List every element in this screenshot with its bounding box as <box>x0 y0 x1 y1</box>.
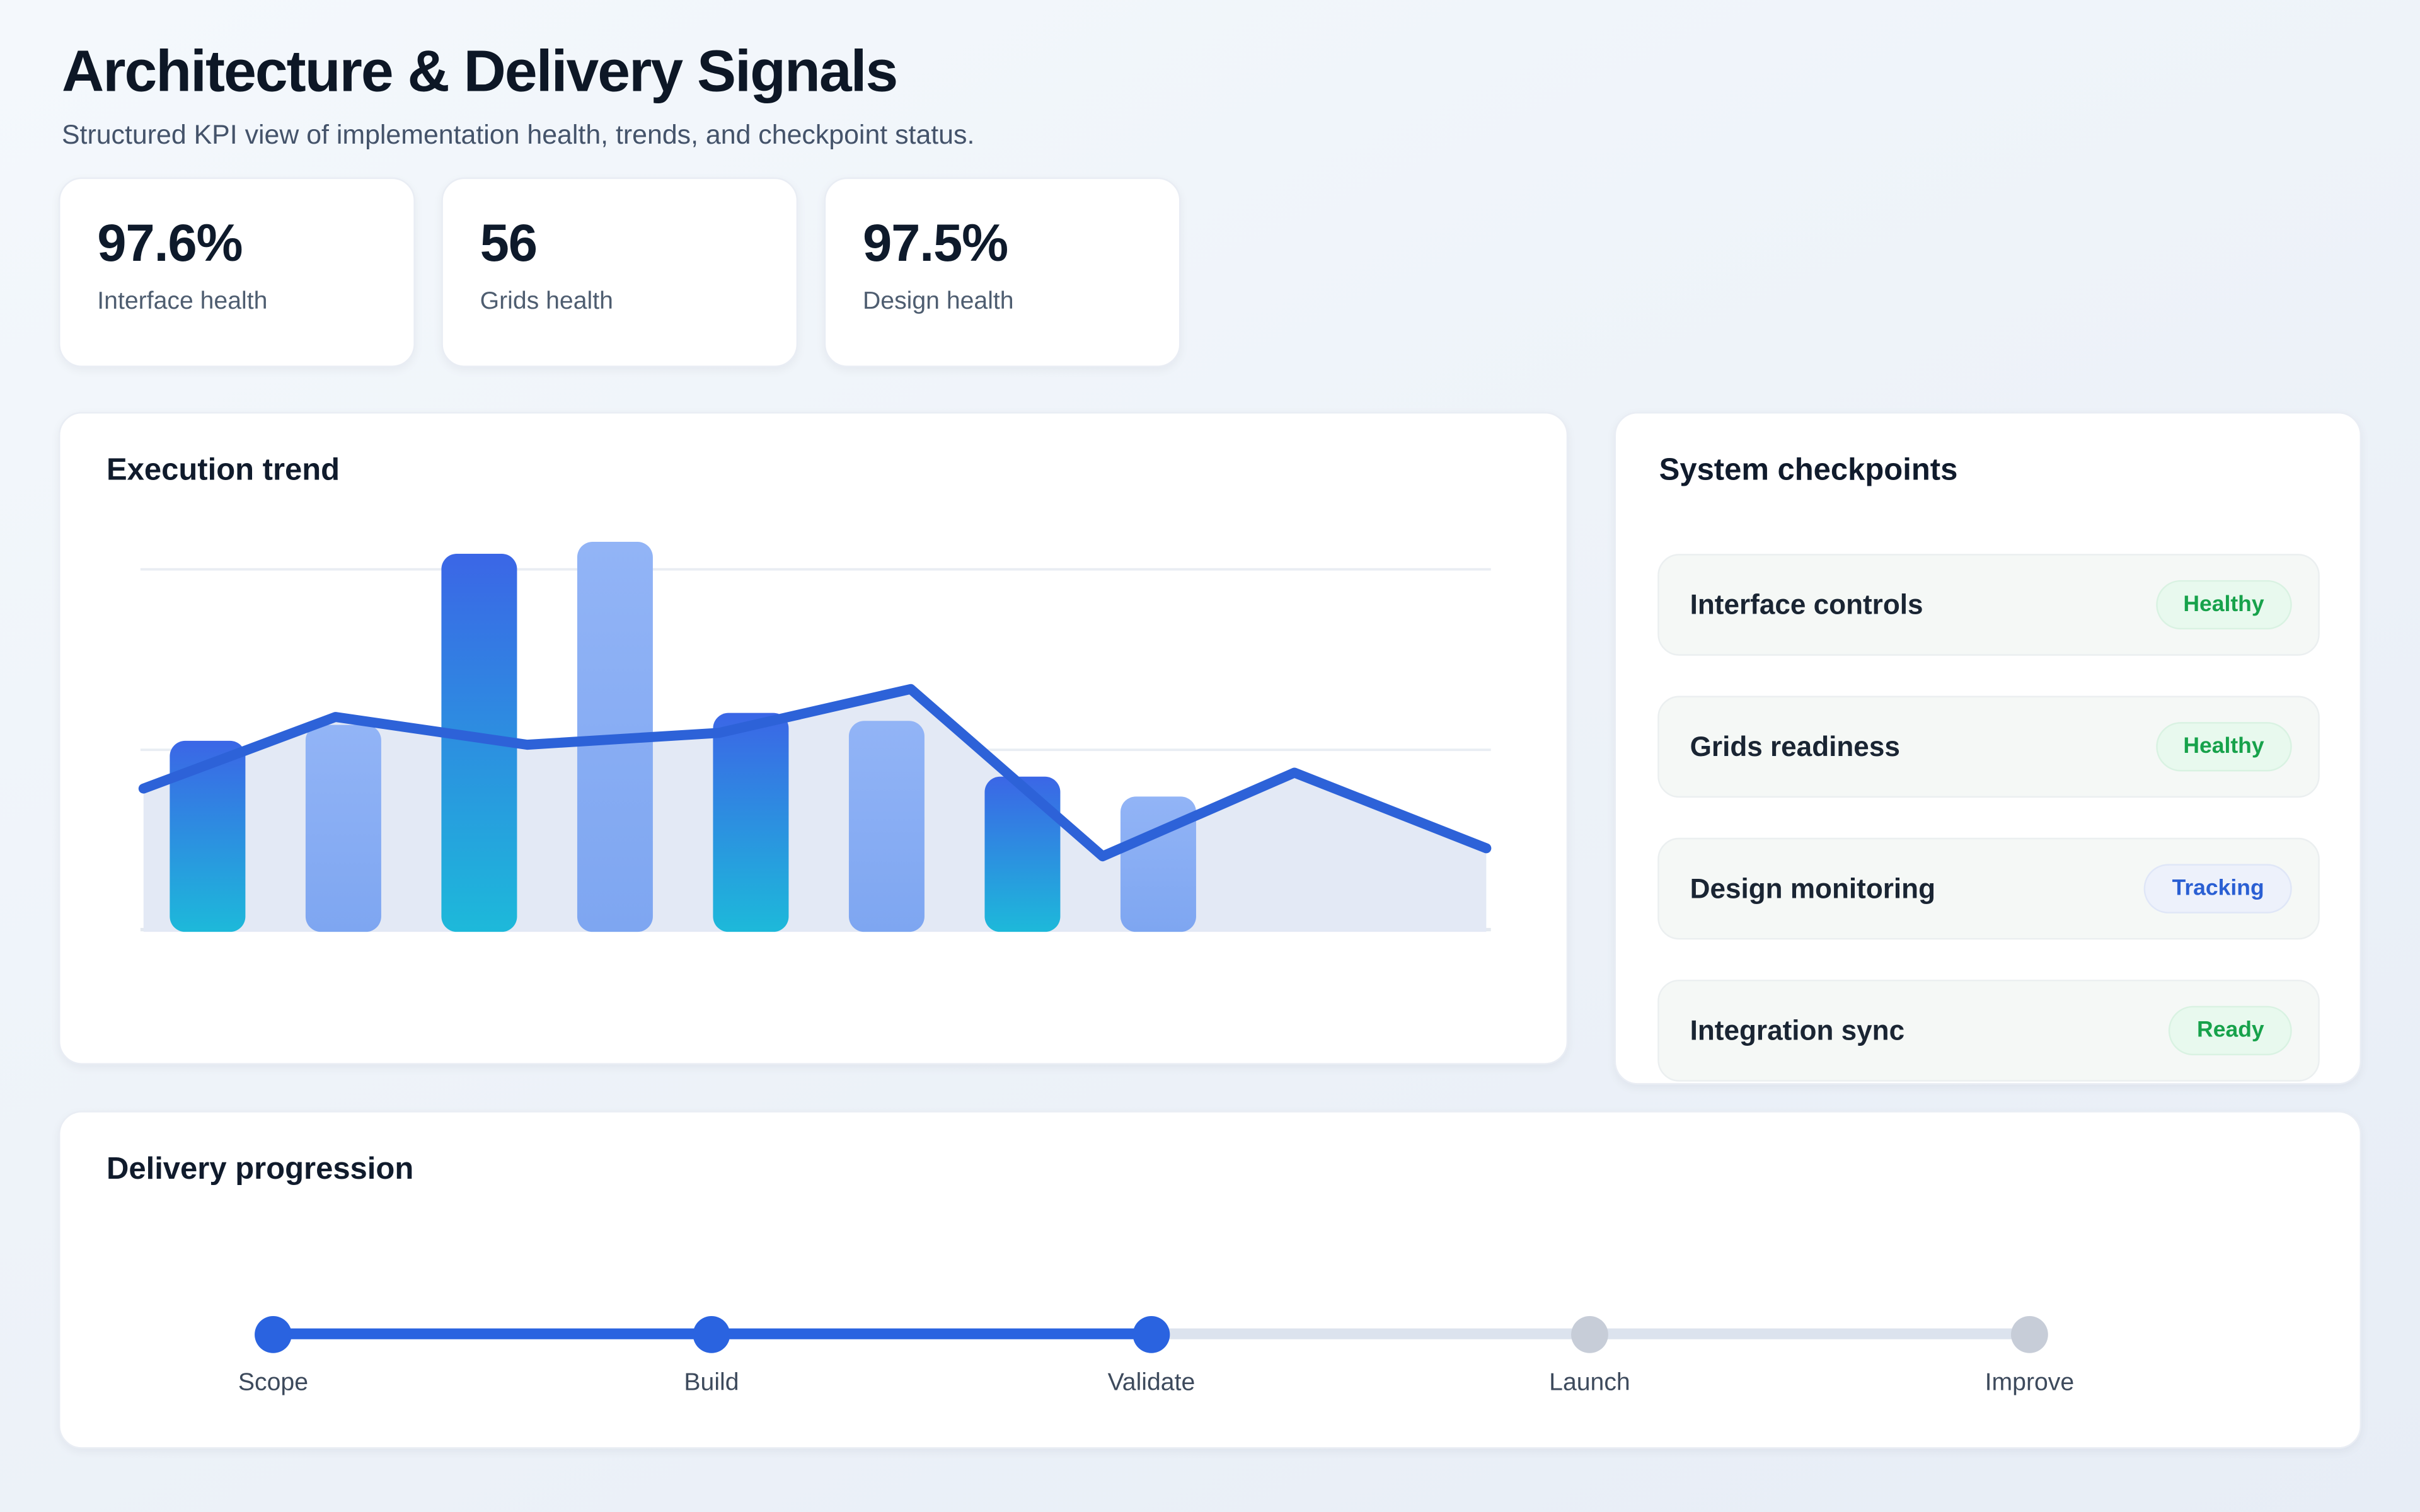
delivery-progression-card: Delivery progression Scope Build Validat… <box>59 1111 2361 1449</box>
step-label-improve: Improve <box>1985 1370 2075 1397</box>
kpi-card-grids-health: 56 Grids health <box>441 177 798 367</box>
checkpoint-label: Interface controls <box>1690 588 1923 620</box>
status-badge: Healthy <box>2155 580 2292 630</box>
page-title: Architecture & Delivery Signals <box>61 40 898 105</box>
step-dot-scope[interactable] <box>255 1315 292 1353</box>
execution-trend-title: Execution trend <box>106 454 340 488</box>
system-checkpoints-card: System checkpoints Interface controls He… <box>1614 411 2361 1085</box>
checkpoint-row-integration-sync: Integration sync Ready <box>1657 980 2320 1082</box>
execution-trend-chart <box>138 541 1492 932</box>
step-dot-validate[interactable] <box>1132 1315 1170 1353</box>
checkpoint-row-design-monitoring: Design monitoring Tracking <box>1657 837 2320 940</box>
step-dot-build[interactable] <box>693 1315 730 1353</box>
system-checkpoints-title: System checkpoints <box>1659 454 1958 488</box>
checkpoint-row-interface-controls: Interface controls Healthy <box>1657 554 2320 656</box>
kpi-label: Design health <box>862 288 1014 314</box>
checkpoint-row-grids-readiness: Grids readiness Healthy <box>1657 696 2320 798</box>
execution-trend-card: Execution trend <box>59 411 1569 1065</box>
kpi-label: Grids health <box>480 288 613 314</box>
status-badge: Healthy <box>2155 721 2292 772</box>
step-dot-improve[interactable] <box>2011 1315 2048 1353</box>
kpi-card-design-health: 97.5% Design health <box>824 177 1181 367</box>
status-badge: Ready <box>2169 1005 2292 1056</box>
status-badge: Tracking <box>2144 863 2292 914</box>
step-label-validate: Validate <box>1107 1370 1196 1397</box>
kpi-value: 97.5% <box>862 214 1008 273</box>
step-label-scope: Scope <box>238 1370 309 1397</box>
step-label-build: Build <box>684 1370 739 1397</box>
delivery-progression-title: Delivery progression <box>106 1152 414 1187</box>
step-dot-launch[interactable] <box>1571 1315 1608 1353</box>
page-subtitle: Structured KPI view of implementation he… <box>61 118 975 149</box>
delivery-stepper: Scope Build Validate Launch Improve <box>60 1113 2360 1447</box>
step-label-launch: Launch <box>1549 1370 1630 1397</box>
checkpoint-label: Design monitoring <box>1690 872 1936 903</box>
checkpoint-label: Grids readiness <box>1690 730 1900 762</box>
kpi-value: 97.6% <box>97 214 243 273</box>
kpi-label: Interface health <box>97 288 268 314</box>
kpi-card-interface-health: 97.6% Interface health <box>59 177 415 367</box>
page-header: Architecture & Delivery Signals Structur… <box>62 40 974 151</box>
kpi-value: 56 <box>480 214 538 273</box>
checkpoint-label: Integration sync <box>1690 1014 1905 1046</box>
